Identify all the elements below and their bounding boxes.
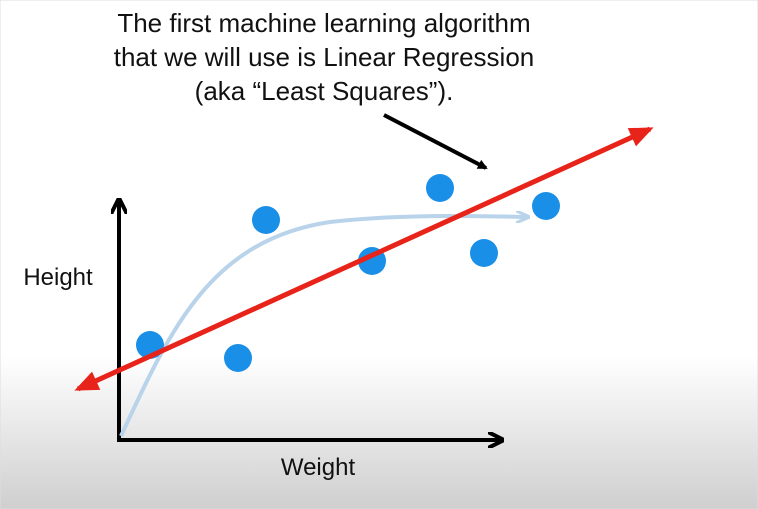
caption-line: The first machine learning algorithm <box>117 8 530 38</box>
caption-line: that we will use is Linear Regression <box>114 42 535 72</box>
y-axis-label: Height <box>23 264 93 291</box>
point <box>532 192 560 220</box>
point <box>426 174 454 202</box>
point <box>252 206 280 234</box>
point <box>470 239 498 267</box>
regression-line <box>74 126 654 392</box>
x-axis-label: Weight <box>281 454 356 481</box>
caption-line: (aka “Least Squares”). <box>195 76 454 106</box>
point <box>224 344 252 372</box>
